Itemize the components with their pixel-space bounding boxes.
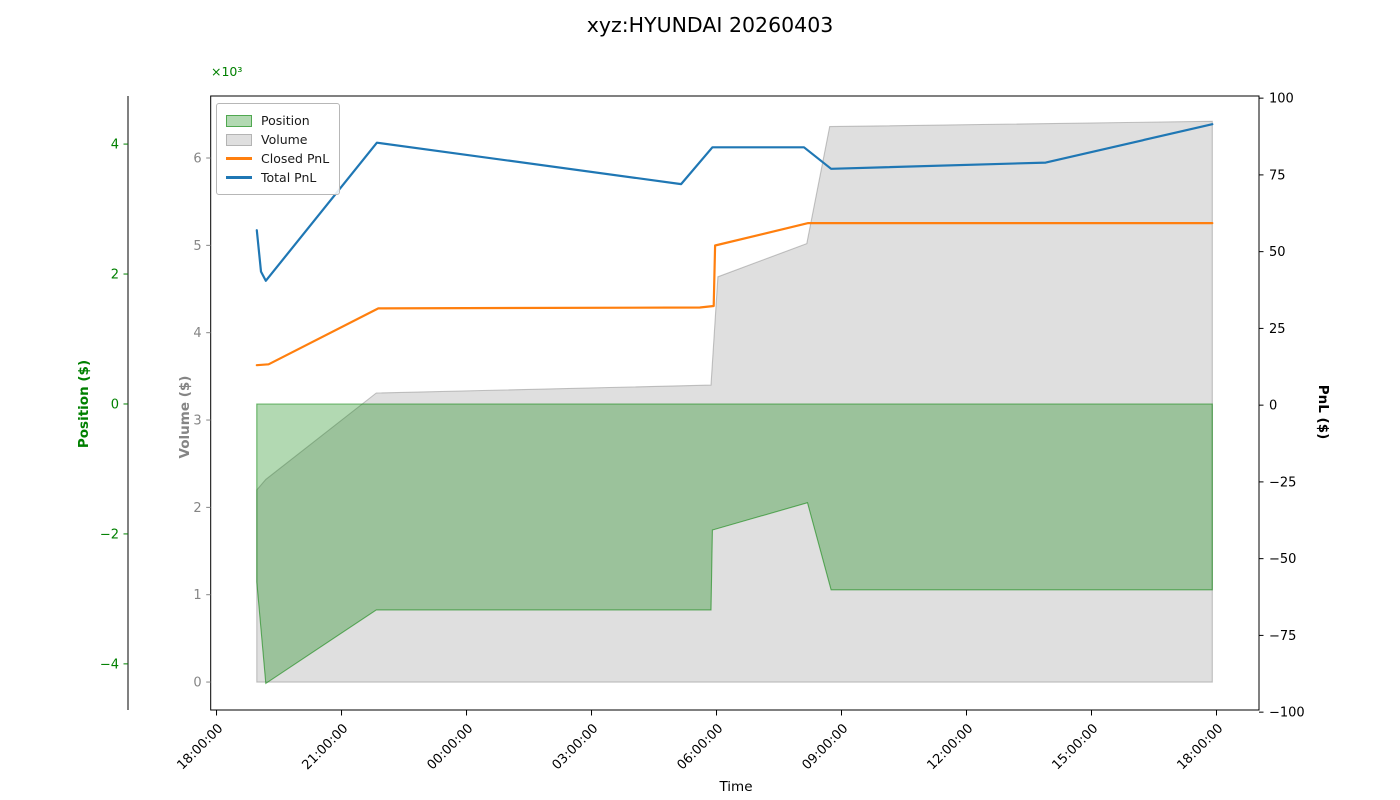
total-pnl-line (255, 123, 1214, 282)
svg-text:−100: −100 (1269, 706, 1305, 721)
svg-text:21:00:00: 21:00:00 (299, 721, 351, 773)
legend-item-position: Position (226, 111, 329, 130)
svg-text:2: 2 (193, 501, 201, 516)
legend-item-total-pnl: Total PnL (226, 168, 329, 187)
position-axis-label: Position ($) (76, 359, 92, 449)
svg-text:0: 0 (193, 676, 201, 691)
svg-text:−25: −25 (1269, 475, 1296, 490)
position-swatch (226, 114, 252, 127)
svg-text:18:00:00: 18:00:00 (174, 721, 226, 773)
svg-text:1: 1 (193, 588, 201, 603)
total-pnl-swatch (226, 176, 252, 179)
svg-text:0: 0 (1269, 399, 1277, 414)
svg-text:3: 3 (193, 414, 201, 429)
svg-text:03:00:00: 03:00:00 (549, 721, 601, 773)
volume-axis: 6 5 4 3 2 1 0 (193, 152, 211, 691)
position-axis: 4 2 0 −2 −4 (100, 138, 128, 672)
svg-text:6: 6 (193, 152, 201, 167)
closed-pnl-line (255, 222, 1214, 367)
svg-text:−2: −2 (100, 527, 119, 542)
volume-area (256, 120, 1213, 683)
legend: Position Volume Closed PnL Total PnL (216, 103, 341, 195)
svg-text:25: 25 (1269, 322, 1286, 337)
legend-label-volume: Volume (261, 132, 308, 147)
svg-text:4: 4 (111, 138, 119, 153)
closed-pnl-swatch (226, 157, 252, 160)
legend-label-total-pnl: Total PnL (261, 170, 317, 185)
pnl-axis: 100 75 50 25 0 −25 −50 −75 −100 (1259, 92, 1305, 721)
volume-axis-label: Volume ($) (177, 375, 193, 459)
pnl-axis-label: PnL ($) (1315, 384, 1331, 440)
svg-text:4: 4 (193, 326, 201, 341)
svg-text:09:00:00: 09:00:00 (799, 721, 851, 773)
svg-text:18:00:00: 18:00:00 (1174, 721, 1226, 773)
legend-item-volume: Volume (226, 130, 329, 149)
x-axis-label: Time (719, 779, 753, 795)
svg-text:5: 5 (193, 239, 201, 254)
position-area (256, 403, 1213, 685)
svg-text:15:00:00: 15:00:00 (1049, 721, 1101, 773)
svg-text:75: 75 (1269, 168, 1286, 183)
svg-text:−50: −50 (1269, 552, 1296, 567)
svg-text:0: 0 (111, 397, 119, 412)
svg-text:12:00:00: 12:00:00 (924, 721, 976, 773)
plot-frame (127, 95, 1260, 711)
svg-text:−4: −4 (100, 657, 119, 672)
svg-text:2: 2 (111, 268, 119, 283)
volume-swatch (226, 133, 252, 146)
svg-text:06:00:00: 06:00:00 (674, 721, 726, 773)
svg-text:−75: −75 (1269, 629, 1296, 644)
x-axis: 18:00:00 21:00:00 00:00:00 03:00:00 06:00:00… (174, 710, 1226, 773)
legend-label-closed-pnl: Closed PnL (261, 151, 330, 166)
position-axis-offset-text: ×10³ (211, 64, 243, 79)
svg-text:50: 50 (1269, 245, 1286, 260)
chart-title: xyz:HYUNDAI 20260403 (586, 13, 834, 37)
svg-text:100: 100 (1269, 92, 1294, 107)
legend-label-position: Position (261, 113, 310, 128)
legend-item-closed-pnl: Closed PnL (226, 149, 329, 168)
svg-text:00:00:00: 00:00:00 (424, 721, 476, 773)
